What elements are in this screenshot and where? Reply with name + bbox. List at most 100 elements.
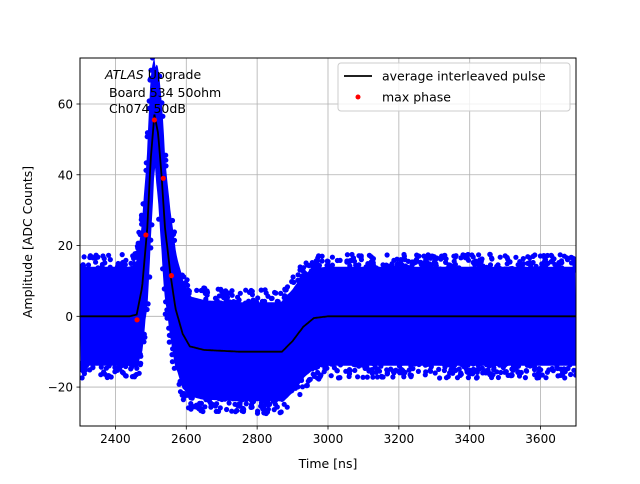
sample-point (148, 245, 154, 251)
sample-point (522, 375, 529, 381)
sample-point (410, 366, 416, 372)
sample-point (255, 295, 261, 301)
sample-point (163, 152, 169, 158)
sample-point (163, 157, 169, 163)
max-phase-point (168, 273, 175, 279)
sample-point (281, 295, 287, 301)
sample-point (527, 255, 533, 261)
sample-point (281, 401, 287, 407)
sample-point (121, 263, 127, 269)
sample-point (441, 361, 447, 367)
y-tick-label: −20 (48, 381, 73, 395)
sample-point (476, 252, 482, 258)
sample-point (476, 267, 482, 273)
sample-point (407, 372, 413, 378)
sample-point (489, 256, 495, 262)
y-tick-label: 20 (58, 239, 73, 253)
sample-point (436, 366, 442, 372)
sample-point (137, 232, 143, 238)
sample-point (224, 406, 230, 413)
sample-point (437, 375, 443, 381)
sample-point (145, 301, 151, 307)
sample-point (212, 295, 219, 301)
sample-point (242, 300, 248, 306)
sample-point (450, 370, 456, 376)
max-phase-series (134, 117, 175, 323)
sample-point (446, 362, 452, 368)
sample-point (554, 363, 560, 369)
sample-point (347, 368, 353, 374)
sample-point (248, 397, 254, 403)
sample-point (437, 266, 443, 272)
sample-point (81, 364, 87, 370)
sample-point (533, 360, 539, 366)
sample-point (508, 373, 514, 379)
sample-point (141, 331, 147, 337)
sample-point (470, 266, 476, 272)
sample-point (470, 366, 476, 372)
y-tick-label: 60 (58, 98, 73, 112)
sample-point (473, 258, 479, 264)
sample-point (149, 222, 155, 228)
sample-point (524, 368, 530, 374)
sample-point (212, 394, 218, 400)
sample-point (277, 396, 283, 402)
sample-point (395, 368, 402, 374)
sample-point (138, 212, 145, 218)
sample-point (303, 260, 309, 266)
sample-point (334, 367, 340, 374)
sample-point (214, 401, 220, 407)
sample-point (268, 295, 274, 302)
max-phase-point (151, 117, 157, 123)
sample-point (85, 262, 92, 268)
average-pulse-series (80, 114, 576, 353)
sample-point (289, 279, 295, 285)
sample-point (366, 252, 372, 258)
sample-point (534, 375, 540, 381)
sample-point (572, 267, 576, 273)
sample-point (223, 289, 229, 295)
sample-point (465, 362, 471, 368)
sample-point (451, 263, 457, 269)
sample-point (474, 374, 480, 380)
sample-point (465, 267, 471, 273)
sample-point (451, 267, 457, 273)
sample-point (216, 293, 222, 299)
sample-point (422, 259, 428, 265)
atlas-annotation: ATLAS Upgrade Board 534 50ohm Ch074 50dB (104, 67, 221, 116)
sample-point (401, 251, 407, 258)
sample-point (386, 263, 392, 269)
sample-point (80, 375, 85, 381)
sample-point (160, 113, 166, 119)
sample-point (399, 264, 405, 270)
sample-point (355, 374, 361, 380)
sample-point (263, 398, 269, 404)
sample-point (503, 369, 509, 375)
sample-point (197, 400, 203, 406)
sample-point (80, 262, 86, 268)
sample-point (176, 381, 182, 387)
sample-point (167, 332, 173, 338)
sample-point (188, 401, 194, 407)
sample-point (502, 266, 508, 272)
sample-point (443, 375, 450, 381)
legend-box (337, 62, 571, 112)
legend-max-phase-marker (355, 94, 361, 100)
sample-point (384, 252, 390, 258)
sample-point (273, 290, 279, 296)
sample-point (218, 300, 225, 306)
max-phase-point (143, 232, 149, 238)
sample-point (159, 100, 165, 106)
sample-point (425, 252, 431, 258)
sample-point (510, 362, 517, 368)
sample-point (262, 287, 268, 293)
sample-point (348, 257, 354, 263)
sample-point (356, 262, 362, 268)
sample-point (144, 306, 150, 313)
sample-point (198, 287, 204, 294)
sample-point (148, 237, 154, 243)
sample-point (93, 252, 99, 258)
sample-point (147, 77, 153, 83)
sample-point (533, 263, 539, 269)
